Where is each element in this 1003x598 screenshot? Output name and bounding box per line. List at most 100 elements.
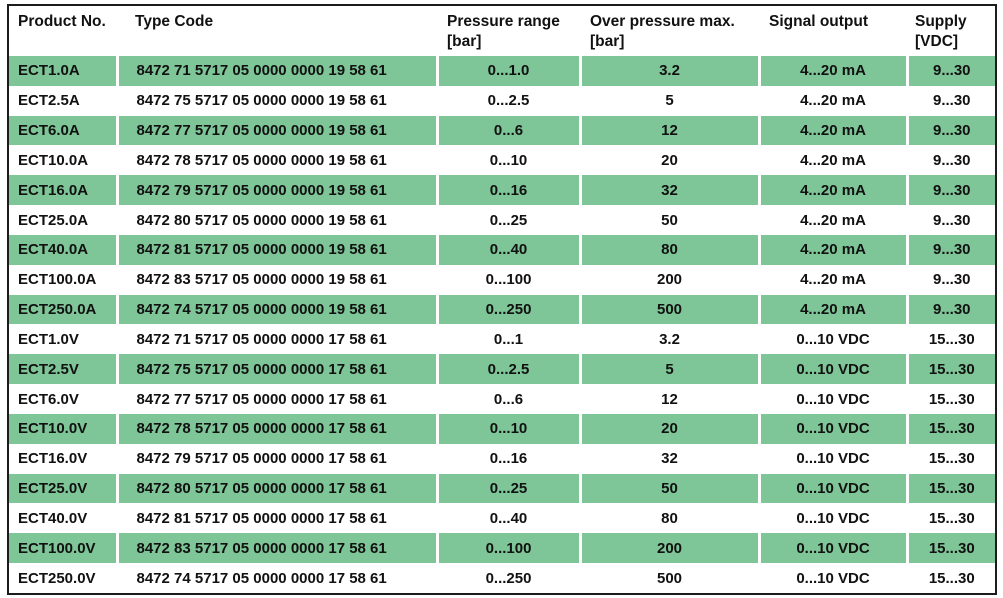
- cell-signal-output: 4...20 mA: [757, 294, 907, 325]
- cell-product-no: ECT25.0V: [9, 473, 117, 504]
- header-product-no: Product No.: [9, 6, 117, 56]
- cell-supply: 15...30: [905, 384, 995, 414]
- table-row: ECT25.0V 8472 80 5717 05 0000 0000 17 58 …: [9, 473, 995, 504]
- cell-over-pressure-max: 200: [578, 264, 759, 295]
- header-signal-output-label: Signal output: [769, 13, 869, 30]
- cell-supply: 15...30: [905, 473, 995, 504]
- cell-signal-output: 0...10 VDC: [757, 563, 907, 593]
- product-spec-table-frame: Product No. Type Code Pressure range [ba…: [7, 4, 997, 595]
- cell-type-code: 8472 74 5717 05 0000 0000 19 58 61: [115, 294, 437, 325]
- cell-over-pressure-max: 80: [578, 503, 759, 534]
- table-row: ECT16.0A 8472 79 5717 05 0000 0000 19 58 …: [9, 175, 995, 206]
- cell-signal-output: 0...10 VDC: [757, 443, 907, 474]
- header-over-pressure-max-unit: [bar]: [590, 33, 625, 51]
- table-row: ECT1.0A 8472 71 5717 05 0000 0000 19 58 6…: [9, 56, 995, 86]
- cell-product-no: ECT100.0V: [9, 533, 117, 564]
- cell-product-no: ECT2.5A: [18, 92, 80, 110]
- table-row: ECT250.0V 8472 74 5717 05 0000 0000 17 58…: [9, 563, 995, 593]
- cell-type-code: 8472 83 5717 05 0000 0000 19 58 61: [115, 264, 437, 295]
- header-pressure-range-label: Pressure range: [447, 13, 560, 30]
- cell-over-pressure-max: 3.2: [578, 56, 759, 86]
- cell-over-pressure-max: 200: [578, 533, 759, 564]
- table-row: ECT10.0A 8472 78 5717 05 0000 0000 19 58 …: [9, 145, 995, 176]
- cell-type-code: 8472 77 5717 05 0000 0000 19 58 61: [115, 115, 437, 146]
- cell-type-code: 8472 71 5717 05 0000 0000 17 58 61: [115, 324, 437, 355]
- cell-pressure-range: 0...1.0: [435, 56, 580, 86]
- cell-signal-output: 0...10 VDC: [757, 473, 907, 504]
- table-row: ECT2.5V 8472 75 5717 05 0000 0000 17 58 6…: [9, 354, 995, 385]
- cell-type-code: 8472 83 5717 05 0000 0000 17 58 61: [115, 533, 437, 564]
- table-row: ECT100.0A 8472 83 5717 05 0000 0000 19 58…: [9, 264, 995, 295]
- cell-pressure-range: 0...250: [435, 563, 580, 593]
- cell-product-no: ECT25.0A: [18, 211, 89, 229]
- cell-product-no: ECT2.5V: [9, 354, 117, 385]
- cell-signal-output: 0...10 VDC: [757, 533, 907, 564]
- cell-pressure-range: 0...250: [435, 294, 580, 325]
- cell-over-pressure-max: 3.2: [578, 324, 759, 355]
- cell-type-code: 8472 71 5717 05 0000 0000 19 58 61: [115, 56, 437, 86]
- cell-product-no: ECT100.0A: [18, 271, 97, 289]
- cell-over-pressure-max: 500: [578, 563, 759, 593]
- cell-supply: 15...30: [905, 563, 995, 593]
- cell-supply: 9...30: [905, 145, 995, 176]
- cell-over-pressure-max: 5: [578, 85, 759, 116]
- cell-supply: 9...30: [905, 175, 995, 206]
- cell-type-code: 8472 80 5717 05 0000 0000 19 58 61: [115, 205, 437, 235]
- cell-over-pressure-max: 50: [578, 205, 759, 235]
- cell-type-code: 8472 78 5717 05 0000 0000 19 58 61: [115, 145, 437, 176]
- table-header: Product No. Type Code Pressure range [ba…: [9, 6, 995, 56]
- cell-signal-output: 4...20 mA: [757, 85, 907, 116]
- cell-product-no: ECT250.0A: [9, 294, 117, 325]
- cell-type-code: 8472 80 5717 05 0000 0000 17 58 61: [115, 473, 437, 504]
- table-header-row: Product No. Type Code Pressure range [ba…: [9, 6, 995, 56]
- cell-signal-output: 4...20 mA: [757, 56, 907, 86]
- cell-type-code: 8472 79 5717 05 0000 0000 19 58 61: [115, 175, 437, 206]
- header-supply-unit: [VDC]: [915, 33, 959, 51]
- header-supply-label: Supply: [915, 13, 967, 30]
- cell-pressure-range: 0...25: [435, 205, 580, 235]
- cell-type-code: 8472 81 5717 05 0000 0000 17 58 61: [115, 503, 437, 534]
- cell-product-no: ECT6.0A: [9, 115, 117, 146]
- header-over-pressure-max: Over pressure max. [bar]: [580, 6, 759, 56]
- cell-over-pressure-max: 500: [578, 294, 759, 325]
- cell-product-no: ECT1.0V: [18, 330, 79, 348]
- table-row: ECT6.0A 8472 77 5717 05 0000 0000 19 58 6…: [9, 115, 995, 146]
- cell-over-pressure-max: 12: [578, 384, 759, 414]
- table-row: ECT100.0V 8472 83 5717 05 0000 0000 17 58…: [9, 533, 995, 564]
- cell-signal-output: 4...20 mA: [757, 115, 907, 146]
- cell-signal-output: 0...10 VDC: [757, 503, 907, 534]
- cell-signal-output: 0...10 VDC: [757, 324, 907, 355]
- cell-supply: 9...30: [905, 85, 995, 116]
- cell-signal-output: 4...20 mA: [757, 264, 907, 295]
- header-supply: Supply [VDC]: [907, 6, 995, 56]
- cell-type-code: 8472 75 5717 05 0000 0000 19 58 61: [115, 85, 437, 116]
- cell-pressure-range: 0...1: [435, 324, 580, 355]
- header-pressure-range-unit: [bar]: [447, 33, 482, 51]
- cell-over-pressure-max: 80: [578, 234, 759, 265]
- table-row: ECT250.0A 8472 74 5717 05 0000 0000 19 58…: [9, 294, 995, 325]
- cell-signal-output: 0...10 VDC: [757, 413, 907, 444]
- cell-pressure-range: 0...40: [435, 234, 580, 265]
- cell-signal-output: 4...20 mA: [757, 234, 907, 265]
- cell-over-pressure-max: 5: [578, 354, 759, 385]
- cell-signal-output: 4...20 mA: [757, 145, 907, 176]
- cell-supply: 15...30: [905, 354, 995, 385]
- cell-supply: 15...30: [905, 503, 995, 534]
- cell-pressure-range: 0...6: [435, 384, 580, 414]
- cell-over-pressure-max: 32: [578, 443, 759, 474]
- cell-type-code: 8472 75 5717 05 0000 0000 17 58 61: [115, 354, 437, 385]
- cell-product-no: ECT250.0V: [18, 569, 96, 587]
- cell-product-no: ECT16.0A: [9, 175, 117, 206]
- cell-pressure-range: 0...100: [435, 533, 580, 564]
- cell-type-code: 8472 74 5717 05 0000 0000 17 58 61: [115, 563, 437, 593]
- cell-supply: 9...30: [905, 205, 995, 235]
- cell-type-code: 8472 78 5717 05 0000 0000 17 58 61: [115, 413, 437, 444]
- cell-pressure-range: 0...40: [435, 503, 580, 534]
- cell-signal-output: 0...10 VDC: [757, 384, 907, 414]
- cell-pressure-range: 0...10: [435, 413, 580, 444]
- cell-supply: 15...30: [905, 443, 995, 474]
- cell-type-code: 8472 77 5717 05 0000 0000 17 58 61: [115, 384, 437, 414]
- cell-over-pressure-max: 32: [578, 175, 759, 206]
- cell-pressure-range: 0...25: [435, 473, 580, 504]
- cell-product-no: ECT1.0A: [9, 56, 117, 86]
